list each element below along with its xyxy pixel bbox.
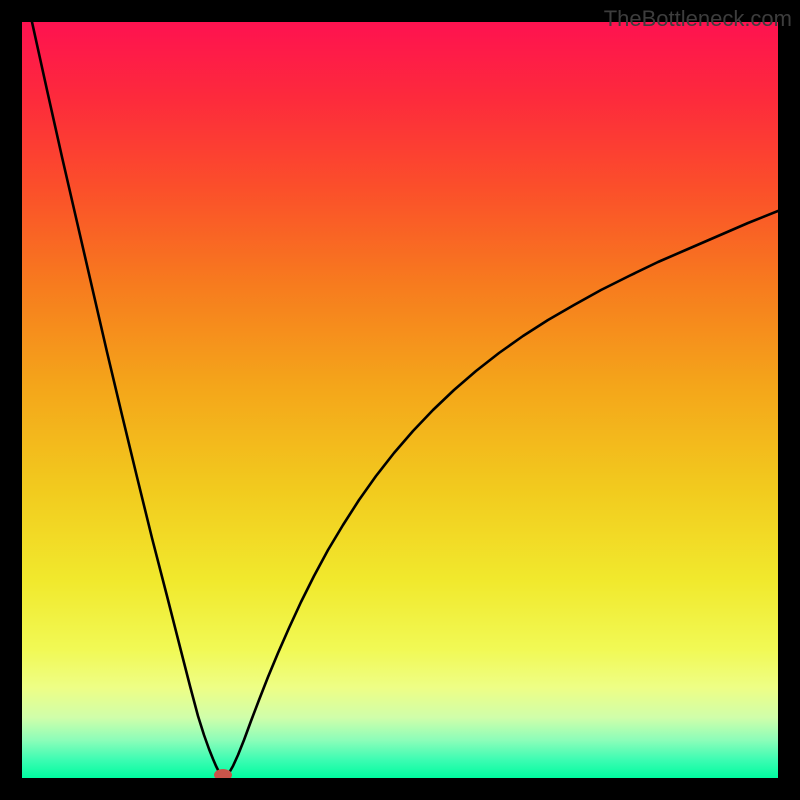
- curve-layer: [22, 22, 778, 778]
- chart-container: TheBottleneck.com: [0, 0, 800, 800]
- plot-area: [22, 22, 778, 778]
- watermark-text: TheBottleneck.com: [604, 6, 792, 32]
- bottleneck-curve: [32, 22, 778, 778]
